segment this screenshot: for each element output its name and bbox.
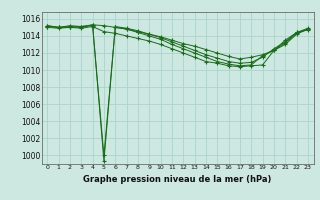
- X-axis label: Graphe pression niveau de la mer (hPa): Graphe pression niveau de la mer (hPa): [84, 175, 272, 184]
